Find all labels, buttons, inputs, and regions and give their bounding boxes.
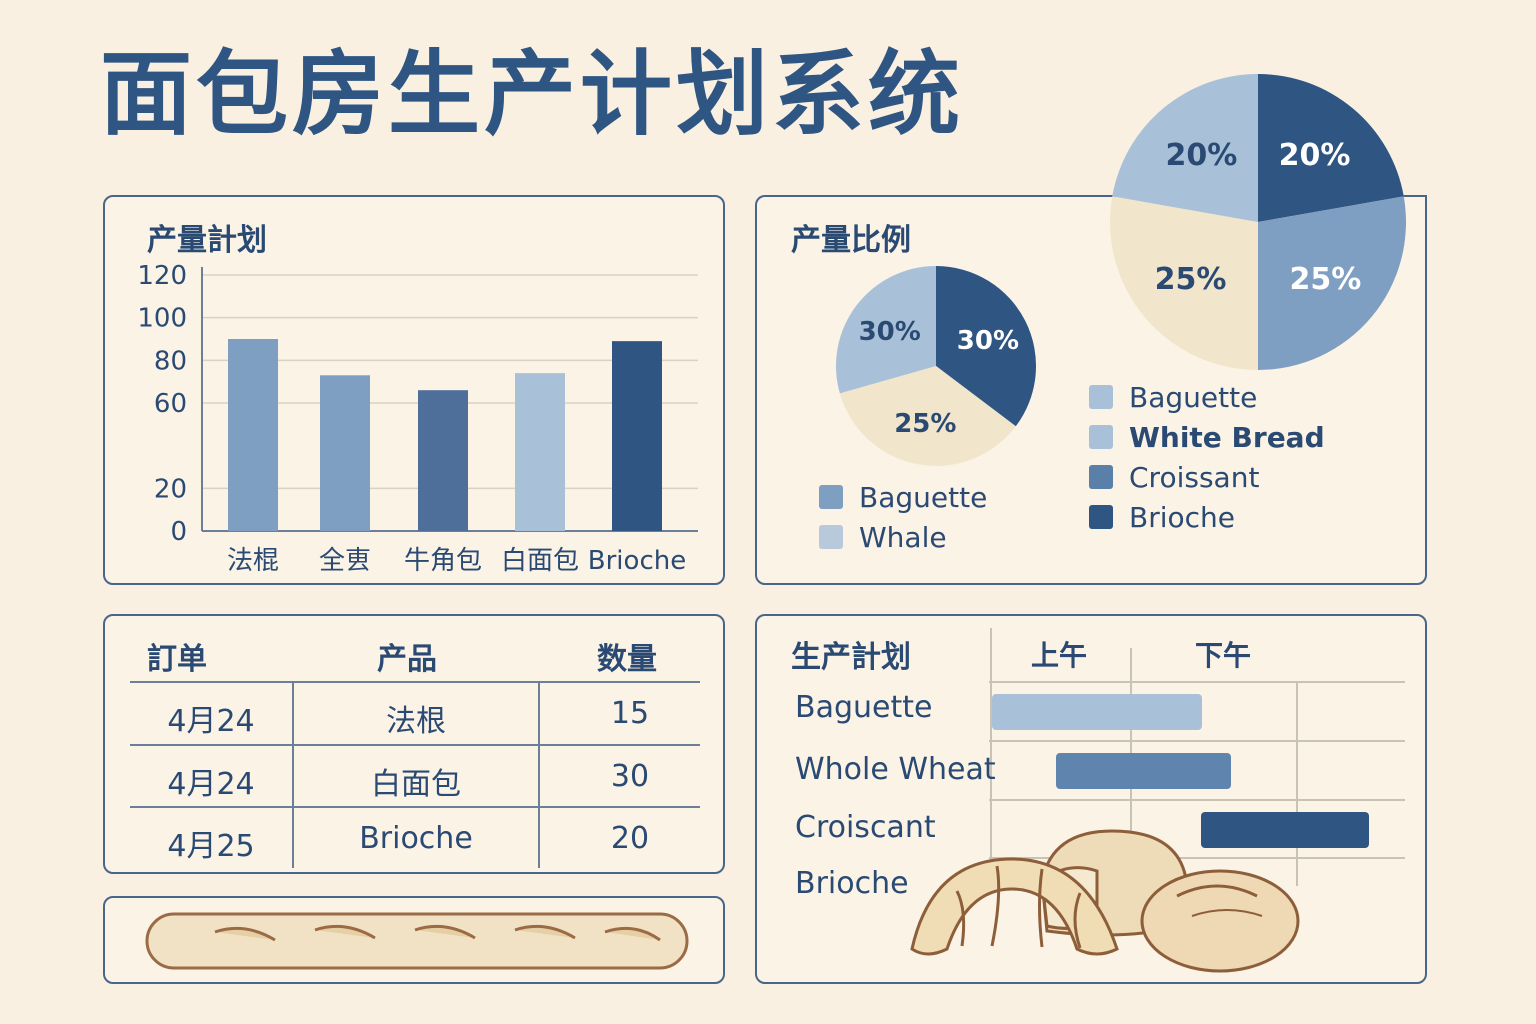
x-tick-label: 法棍 [227, 546, 279, 576]
bar [515, 373, 565, 531]
gantt-grid [989, 628, 1405, 886]
pie-slice [1258, 196, 1406, 370]
pastries-icon [910, 829, 1300, 973]
pie-slice [839, 366, 1016, 466]
orders-panel: 訂单 产品 数量 4月24 法根 15 4月24 白面包 30 4月25 Bri… [103, 614, 725, 874]
pie-label: 30% [859, 317, 921, 347]
schedule-panel: 生产計划 上午 下午 Baguette Whole Wheat Croiscan… [755, 614, 1427, 984]
production-plan-title: 产量計划 [147, 223, 267, 258]
orders-header-order: 訂单 [147, 642, 207, 677]
legend-swatch [1089, 505, 1113, 529]
legend-item: Whale [819, 517, 987, 557]
bar-chart: 0 20 60 80 100 120 法棍 全叀 牛角包 白面包 Brioche [137, 261, 698, 576]
y-tick-label: 0 [170, 517, 187, 547]
order-date: 4月24 [167, 704, 255, 739]
legend-swatch [819, 485, 843, 509]
gantt-bar-whole-wheat [1056, 753, 1231, 789]
page-title: 面包房生产计划系统 [100, 41, 965, 148]
gantt-bar-croissant [1201, 812, 1369, 848]
table-divider [130, 744, 700, 746]
pie-slice [936, 266, 1036, 427]
legend-item: White Bread [1089, 417, 1325, 457]
x-tick-label: 牛角包 [404, 546, 482, 576]
order-date: 4月24 [167, 767, 255, 802]
legend-swatch [1089, 425, 1113, 449]
pie-slice [1258, 74, 1404, 222]
order-quantity: 30 [610, 759, 650, 794]
x-tick-label: Brioche [588, 546, 686, 576]
legend-label: Brioche [1129, 500, 1235, 534]
small-pie-chart: 30% 25% 30% [836, 266, 1036, 466]
legend-item: Baguette [1089, 377, 1325, 417]
pie-label: 20% [1279, 138, 1351, 173]
pie-slice [1112, 74, 1258, 222]
large-pie-legend: Baguette White Bread Croissant Brioche [1089, 377, 1325, 537]
bar [320, 375, 370, 531]
table-divider [292, 682, 294, 868]
y-tick-label: 60 [154, 389, 187, 419]
pie-slice [1110, 196, 1258, 370]
pie-label: 25% [894, 409, 956, 439]
orders-header-product: 产品 [377, 642, 437, 677]
legend-swatch [1089, 385, 1113, 409]
table-divider [538, 682, 540, 868]
schedule-col-am: 上午 [1031, 639, 1088, 672]
bar [418, 390, 468, 531]
bar [228, 339, 278, 531]
pie-label: 20% [1166, 138, 1238, 173]
x-tick-label: 全叀 [319, 546, 371, 576]
legend-swatch [819, 525, 843, 549]
gantt-bar-baguette [992, 694, 1202, 730]
legend-item: Baguette [819, 477, 987, 517]
order-product: 法根 [386, 704, 446, 739]
y-tick-label: 80 [154, 346, 187, 376]
schedule-item-whole-wheat: Whole Wheat [795, 752, 996, 787]
legend-label: Whale [859, 520, 947, 554]
pie-label: 30% [957, 326, 1019, 356]
order-quantity: 20 [610, 821, 650, 856]
legend-label: White Bread [1129, 420, 1325, 454]
production-ratio-panel: 产量比例 30% 25% 30% Baguette Whale Baguette W… [755, 195, 1427, 585]
order-product: Brioche [359, 821, 473, 856]
y-tick-label: 100 [137, 304, 187, 334]
orders-header-quantity: 数量 [597, 642, 657, 677]
pie-label: 25% [1155, 262, 1227, 297]
order-quantity: 15 [610, 696, 650, 731]
schedule-item-brioche: Brioche [795, 866, 909, 901]
legend-label: Baguette [1129, 380, 1258, 414]
legend-label: Croissant [1129, 460, 1260, 494]
pie-label: 25% [1290, 262, 1362, 297]
legend-label: Baguette [859, 480, 988, 514]
schedule-item-croissant: Croiscant [795, 810, 936, 845]
schedule-item-baguette: Baguette [795, 690, 933, 725]
production-plan-panel: 产量計划 0 20 60 80 100 120 法棍 全叀 牛角包 白面包 Brioche [103, 195, 725, 585]
order-date: 4月25 [167, 829, 255, 864]
y-tick-label: 20 [154, 474, 187, 504]
schedule-title: 生产計划 [791, 640, 911, 675]
schedule-col-pm: 下午 [1195, 639, 1252, 672]
production-ratio-title: 产量比例 [791, 223, 911, 258]
y-tick-label: 120 [137, 261, 187, 291]
legend-item: Brioche [1089, 497, 1325, 537]
legend-swatch [1089, 465, 1113, 489]
table-divider [130, 806, 700, 808]
pie-slice [836, 266, 936, 394]
legend-item: Croissant [1089, 457, 1325, 497]
table-divider [130, 681, 700, 683]
baguette-icon [145, 912, 689, 970]
order-product: 白面包 [371, 767, 461, 802]
small-pie-legend: Baguette Whale [819, 477, 987, 557]
baguette-illustration-panel [103, 896, 725, 984]
x-tick-label: 白面包 [501, 546, 579, 576]
bar [612, 341, 662, 531]
large-pie-chart: 20% 25% 25% 20% [1110, 74, 1406, 370]
